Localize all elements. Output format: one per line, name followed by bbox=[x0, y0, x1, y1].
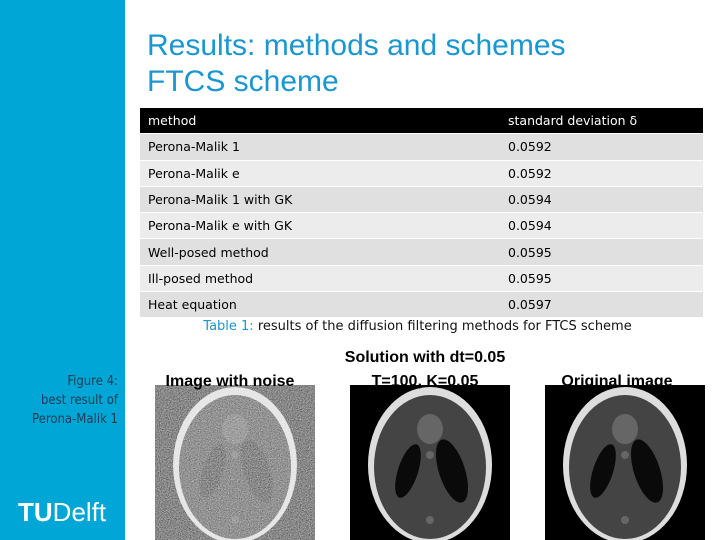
title: Results: methods and schemes FTCS scheme bbox=[147, 28, 566, 100]
panel-title: T=100, K=0.05 bbox=[372, 373, 479, 390]
panel-title: Image with noise bbox=[166, 373, 295, 390]
table-caption: Table 1: results of the diffusion filter… bbox=[0, 319, 720, 334]
original-image bbox=[545, 385, 705, 540]
table-row: Perona-Malik e 0.0592 bbox=[140, 160, 703, 187]
caption-line: Perona-Malik 1 bbox=[32, 412, 118, 427]
table-cell: 0.0592 bbox=[500, 160, 703, 187]
logo: TUDelft bbox=[18, 497, 106, 528]
caption-text: results of the diffusion filtering metho… bbox=[257, 319, 632, 334]
table-row: Heat equation 0.0597 bbox=[140, 291, 703, 319]
table-cell: 0.0594 bbox=[500, 186, 703, 214]
table-cell: 0.0592 bbox=[500, 133, 703, 161]
panel-title: Solution with dt=0.05 bbox=[345, 349, 506, 366]
table-row: Perona-Malik 1 0.0592 bbox=[140, 133, 703, 161]
table-row: Perona-Malik e with GK 0.0594 bbox=[140, 212, 703, 240]
table-cell: Perona-Malik 1 bbox=[140, 133, 500, 161]
caption-line: best result of bbox=[40, 393, 118, 408]
table-row: Perona-Malik 1 with GK 0.0594 bbox=[140, 186, 703, 214]
title-line: Results: methods and schemes bbox=[147, 29, 566, 62]
sidebar bbox=[0, 0, 125, 540]
logo-text: Delft bbox=[52, 497, 107, 527]
solution-image bbox=[350, 385, 510, 540]
column-header: method bbox=[140, 108, 500, 135]
table-cell: Well-posed method bbox=[140, 238, 500, 266]
table-cell: 0.0595 bbox=[500, 238, 703, 266]
table-cell: Ill-posed method bbox=[140, 265, 500, 293]
table-cell: 0.0595 bbox=[500, 265, 703, 293]
results-table: method standard deviation δ Perona-Malik 1… bbox=[140, 108, 703, 319]
column-header: standard deviation δ bbox=[500, 108, 703, 135]
noisy-image bbox=[155, 385, 315, 540]
table-cell: 0.0594 bbox=[500, 212, 703, 240]
header-row: method standard deviation δ bbox=[140, 108, 703, 135]
table-row: Ill-posed method 0.0595 bbox=[140, 265, 703, 293]
table-row: Well-posed method 0.0595 bbox=[140, 238, 703, 266]
logo-bold: TU bbox=[18, 497, 53, 527]
table-cell: Perona-Malik e bbox=[140, 160, 500, 187]
subtitle: FTCS scheme bbox=[147, 65, 339, 98]
caption-label: Table 1: bbox=[203, 319, 254, 334]
table-cell: 0.0597 bbox=[500, 291, 703, 319]
table-cell: Heat equation bbox=[140, 291, 500, 319]
table-cell: Perona-Malik e with GK bbox=[140, 212, 500, 240]
caption-line: Figure 4: bbox=[67, 374, 118, 389]
table-cell: Perona-Malik 1 with GK bbox=[140, 186, 500, 214]
figure-caption: Figure 4: best result of Perona-Malik 1 bbox=[32, 372, 118, 429]
panel-title: Original image bbox=[561, 373, 672, 390]
